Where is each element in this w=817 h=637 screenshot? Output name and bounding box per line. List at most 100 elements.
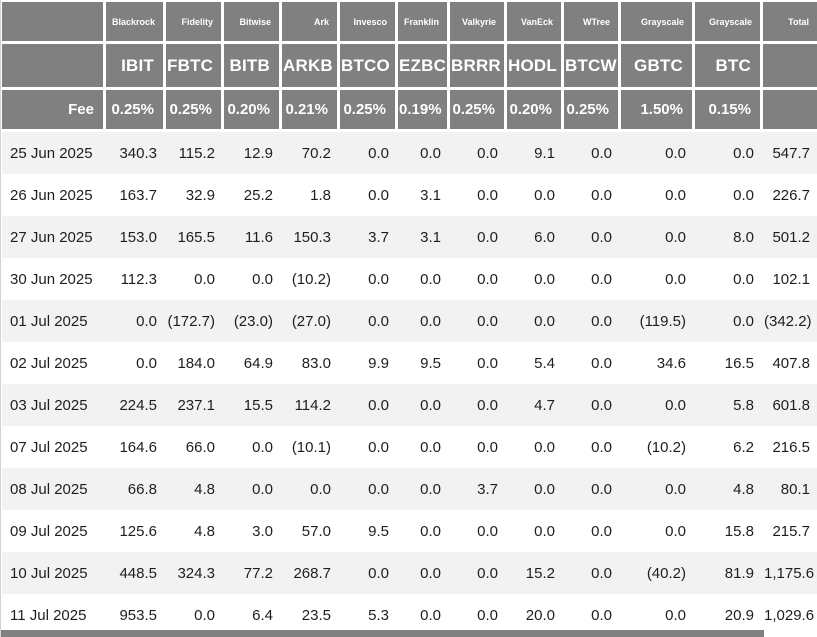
flow-value-cell: 6.4 (252, 606, 273, 624)
flow-value-cell: 0.0 (398, 552, 450, 594)
ticker-cell: ARKB (282, 44, 340, 90)
table-row: 08 Jul 2025 66.8 4.8 0.0 0.0 0.0 0.0 3.7 0.0 0.0 0… (2, 468, 817, 510)
provider-header-row: Blackrock Fidelity Bitwise Ark Invesco Frankl… (2, 2, 817, 44)
flow-value-cell: 32.9 (185, 186, 215, 204)
provider-cell: Fidelity (166, 2, 224, 44)
flow-value-cell: 0.0 (340, 300, 398, 342)
flow-value-cell: 112.3 (120, 270, 157, 288)
flow-value-cell: 0.0 (564, 132, 621, 174)
total-value-cell: 215.7 (772, 522, 810, 540)
ticker-cell: BTC (695, 44, 763, 90)
flow-value-cell: 0.0 (398, 468, 450, 510)
provider-cell: Ark (282, 2, 340, 44)
total-value-cell: 407.8 (772, 354, 810, 372)
flow-value-cell: 3.0 (252, 522, 273, 540)
ticker-total-blank-cell (763, 44, 817, 90)
flow-value-cell: 0.0 (224, 468, 282, 510)
fee-cell: 0.21% (282, 90, 340, 132)
flow-value-cell: 16.5 (724, 354, 754, 372)
ticker-cell: HODL (507, 44, 564, 90)
table-row: 02 Jul 2025 0.0 184.0 64.9 83.0 9.9 9.5 0.0 5.4 0… (2, 342, 817, 384)
flow-value-cell: 0.0 (695, 132, 763, 174)
flow-value-cell: 0.0 (340, 132, 398, 174)
fee-cell: 0.25% (564, 90, 621, 132)
flow-value-cell: 0.0 (398, 384, 450, 426)
provider-cell: Grayscale (621, 2, 695, 44)
flow-value-cell: 125.6 (119, 522, 157, 540)
flow-value-cell: 12.9 (224, 132, 282, 174)
flow-value-cell: (27.0) (282, 300, 340, 342)
provider-cell: WTree (564, 2, 621, 44)
flow-value-cell: 114.2 (282, 384, 340, 426)
flow-value-cell: 5.3 (368, 606, 389, 624)
fee-cell: 0.20% (224, 90, 282, 132)
corner-blank-cell (2, 2, 106, 44)
flow-value-cell: 163.7 (119, 186, 157, 204)
flow-value-cell: 0.0 (591, 354, 612, 372)
flow-value-cell: 4.8 (695, 468, 763, 510)
fee-total-blank-cell (763, 90, 817, 132)
flow-value-cell: 0.0 (534, 438, 555, 456)
flow-value-cell: 0.0 (591, 438, 612, 456)
flow-value-cell: 6.2 (733, 438, 754, 456)
flow-value-cell: 0.0 (340, 384, 398, 426)
date-cell: 25 Jun 2025 (2, 132, 106, 174)
flow-value-cell: 0.0 (450, 552, 507, 594)
table-row: 27 Jun 2025 153.0 165.5 11.6 150.3 3.7 3.1 0.0 6… (2, 216, 817, 258)
flow-value-cell: 0.0 (420, 522, 441, 540)
flow-value-cell: 0.0 (621, 384, 695, 426)
flow-value-cell: 0.0 (621, 468, 695, 510)
flow-value-cell: 0.0 (621, 216, 695, 258)
ticker-cell: GBTC (621, 44, 695, 90)
provider-cell: Franklin (398, 2, 450, 44)
total-value-cell: (342.2) (763, 300, 817, 342)
fee-cell: 0.19% (398, 90, 450, 132)
flow-value-cell: 5.8 (695, 384, 763, 426)
table-row: 01 Jul 2025 0.0 (172.7) (23.0) (27.0) 0.0 0.0 0… (2, 300, 817, 342)
flow-value-cell: 0.0 (450, 132, 507, 174)
total-value-cell: 226.7 (772, 186, 810, 204)
date-cell: 11 Jul 2025 (10, 606, 87, 624)
ticker-cell: FBTC (166, 44, 224, 90)
flow-value-cell: 0.0 (564, 300, 621, 342)
flow-value-cell: 0.0 (420, 438, 441, 456)
flow-value-cell: 0.0 (591, 606, 612, 624)
flow-value-cell: 5.4 (534, 354, 555, 372)
flow-value-cell: 0.0 (665, 606, 686, 624)
provider-cell: Blackrock (106, 2, 166, 44)
flow-value-cell: 0.0 (564, 552, 621, 594)
flow-value-cell: 0.0 (477, 522, 498, 540)
date-cell: 09 Jul 2025 (10, 522, 88, 540)
date-cell: 02 Jul 2025 (10, 354, 88, 372)
flow-value-cell: 8.0 (695, 216, 763, 258)
flow-value-cell: 83.0 (301, 354, 331, 372)
date-cell: 26 Jun 2025 (10, 186, 93, 204)
flow-value-cell: 237.1 (166, 384, 224, 426)
total-value-cell: 547.7 (763, 132, 817, 174)
provider-cell: Valkyrie (450, 2, 507, 44)
flow-value-cell: 66.8 (106, 468, 166, 510)
flow-value-cell: 15.5 (224, 384, 282, 426)
flow-value-cell: 0.0 (564, 216, 621, 258)
flow-value-cell: 0.0 (340, 552, 398, 594)
flow-value-cell: 0.0 (733, 270, 754, 288)
flow-value-cell: 64.9 (243, 354, 273, 372)
table-row: 11 Jul 2025 953.5 0.0 6.4 23.5 5.3 0.0 0.0 20.0 0… (2, 594, 817, 636)
flow-value-cell: 153.0 (106, 216, 166, 258)
fee-row: Fee 0.25% 0.25% 0.20% 0.21% 0.25% 0.19% 0.25% 0.… (2, 90, 817, 132)
flow-value-cell: 0.0 (368, 186, 389, 204)
flow-value-cell: 1.8 (310, 186, 331, 204)
flow-value-cell: 0.0 (564, 384, 621, 426)
flow-value-cell: 0.0 (591, 522, 612, 540)
flow-value-cell: 77.2 (224, 552, 282, 594)
flow-value-cell: 150.3 (282, 216, 340, 258)
flow-value-cell: 0.0 (665, 522, 686, 540)
flow-value-cell: 340.3 (106, 132, 166, 174)
ticker-cell: BTCW (564, 44, 621, 90)
total-value-cell: 601.8 (763, 384, 817, 426)
flow-value-cell: 0.0 (252, 438, 273, 456)
total-value-cell: 501.2 (763, 216, 817, 258)
fee-label-cell: Fee (2, 90, 106, 132)
flow-value-cell: 81.9 (695, 552, 763, 594)
